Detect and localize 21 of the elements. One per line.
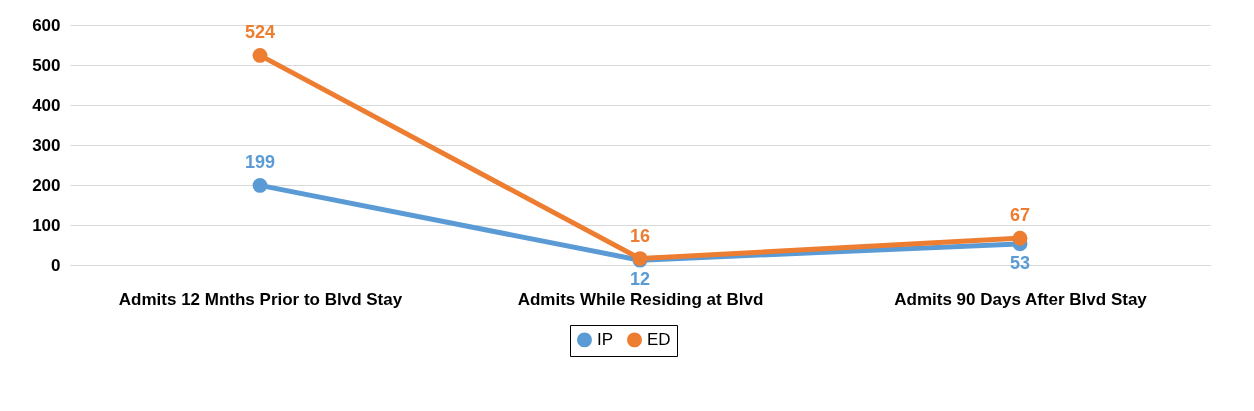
data-label: 12 xyxy=(629,269,651,290)
y-tick-label: 200 xyxy=(32,175,61,195)
x-tick-label: Admits While Residing at Blvd xyxy=(517,289,764,309)
point xyxy=(252,178,268,193)
y-tick-label: 500 xyxy=(32,55,61,75)
data-label: 53 xyxy=(1009,252,1031,273)
y-tick-label: 300 xyxy=(32,135,61,155)
data-label: 524 xyxy=(244,22,276,43)
x-tick-label: Admits 12 Mnths Prior to Blvd Stay xyxy=(118,289,403,309)
data-label: 16 xyxy=(629,225,651,246)
x-tick-label: Admits 90 Days After Blvd Stay xyxy=(894,289,1148,309)
y-tick-label: 0 xyxy=(51,255,61,275)
legend-label: ED xyxy=(647,329,671,349)
y-tick-label: 600 xyxy=(32,15,61,35)
data-label: 67 xyxy=(1009,205,1031,226)
y-tick-label: 400 xyxy=(32,95,61,115)
point xyxy=(252,48,268,63)
y-tick-label: 100 xyxy=(32,215,61,235)
data-label: 199 xyxy=(244,152,276,173)
point xyxy=(1012,230,1028,246)
legend-label: IP xyxy=(597,329,614,349)
